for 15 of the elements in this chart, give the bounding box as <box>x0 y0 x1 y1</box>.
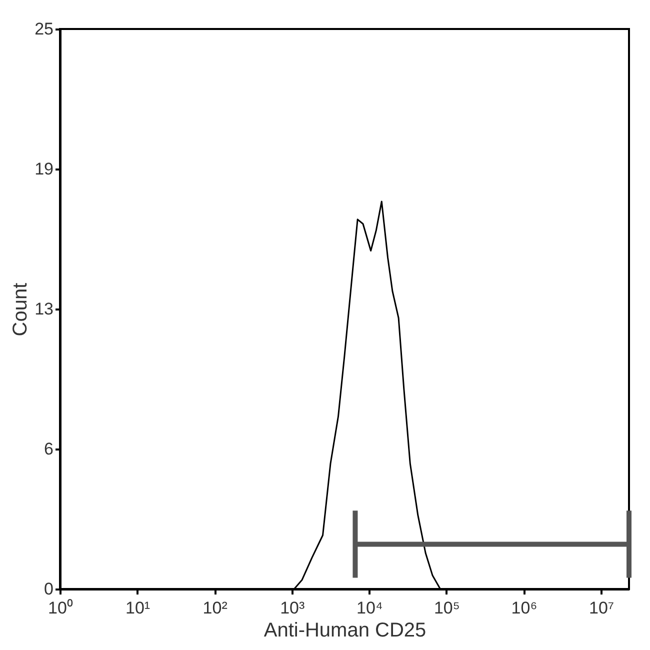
x-tick-label: 10⁶ <box>511 598 538 618</box>
x-tick-label: 10⁰ <box>48 598 73 618</box>
x-tick-label: 10² <box>202 598 228 618</box>
x-tick-label: 10⁷ <box>589 598 614 618</box>
y-tick-label: 13 <box>34 300 54 318</box>
x-tick-label: 10³ <box>280 598 305 618</box>
x-tick-label: 10⁵ <box>434 598 460 618</box>
x-axis-title: Anti-Human CD25 <box>264 620 426 642</box>
y-tick-label: 6 <box>44 440 54 458</box>
y-axis-title: Count <box>10 282 32 336</box>
y-tick-label: 25 <box>34 20 54 38</box>
y-tick-label: 0 <box>44 580 54 598</box>
x-tick-label: 10¹ <box>126 598 150 618</box>
y-tick-label: 19 <box>34 160 54 178</box>
x-tick-label: 10⁴ <box>356 598 383 618</box>
